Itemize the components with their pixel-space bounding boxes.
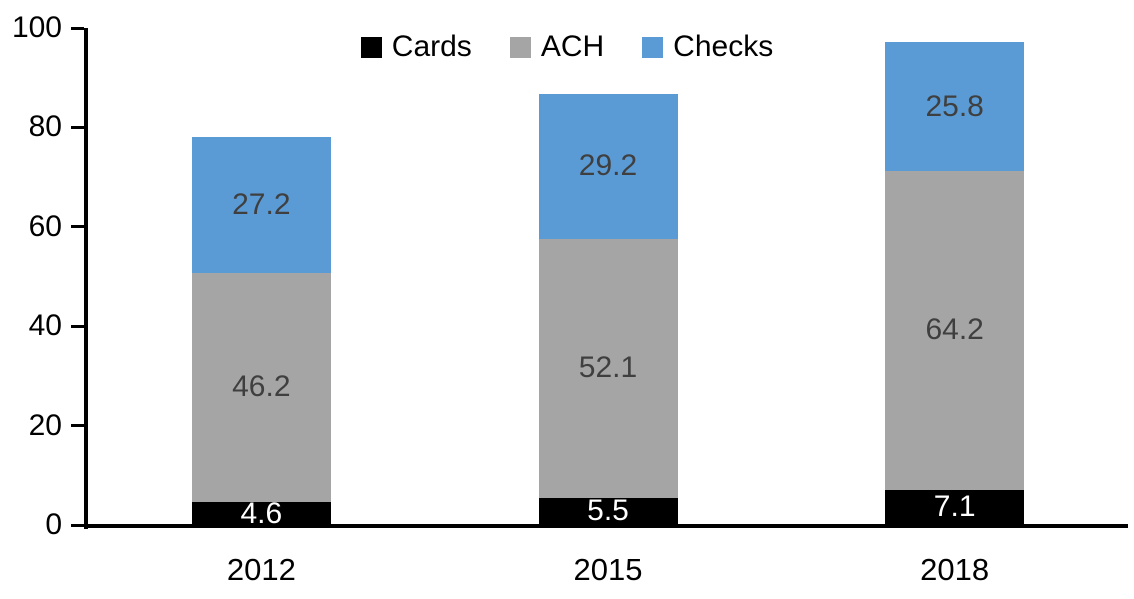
bar-value-label-checks-2018: 25.8 — [925, 89, 984, 123]
chart-legend: Cards ACH Checks — [0, 32, 1134, 62]
legend-label: ACH — [540, 30, 605, 63]
bar-segment-cards-2015 — [538, 497, 678, 525]
y-axis-line — [84, 28, 88, 529]
y-axis-tick — [71, 424, 84, 428]
bar-segment-checks-2018 — [885, 42, 1025, 171]
y-axis-tick-label: 40 — [28, 309, 62, 343]
bar-value-label-cards-2015: 5.5 — [587, 494, 629, 528]
legend-item-cards: Cards — [360, 30, 472, 63]
y-axis-tick — [71, 125, 84, 129]
bar-segment-checks-2015 — [538, 93, 678, 239]
legend-label: Cards — [391, 30, 472, 63]
bar-segment-checks-2012 — [191, 137, 331, 273]
legend-item-checks: Checks — [642, 32, 773, 62]
bar-segment-ach-2015 — [538, 238, 678, 498]
bar-segment-cards-2012 — [191, 502, 331, 525]
y-axis-tick-label: 100 — [11, 11, 62, 44]
y-axis-tick-label: 60 — [28, 209, 62, 243]
y-axis-tick — [71, 225, 84, 229]
bar-segment-ach-2012 — [191, 272, 331, 503]
legend-swatch-ach-icon — [509, 36, 531, 58]
y-axis-tick — [71, 324, 84, 328]
bar-value-label-ach-2012: 46.2 — [232, 370, 291, 404]
y-axis-tick-label: 0 — [45, 508, 62, 541]
bar-value-label-cards-2012: 4.6 — [240, 496, 283, 530]
bar-segment-ach-2018 — [885, 170, 1025, 490]
x-axis-category-label: 2018 — [920, 552, 990, 587]
bar-segment-cards-2018 — [885, 489, 1025, 525]
y-axis-tick-label: 80 — [28, 110, 62, 144]
bar-value-label-checks-2015: 29.2 — [578, 149, 638, 183]
x-axis-category-label: 2012 — [226, 552, 296, 587]
y-axis-tick — [71, 523, 84, 527]
x-axis-line — [84, 524, 1128, 528]
legend-label: Checks — [673, 30, 774, 63]
legend-swatch-cards-icon — [360, 36, 382, 58]
legend-item-ach: ACH — [509, 30, 605, 63]
bar-value-label-ach-2018: 64.2 — [925, 313, 984, 347]
legend-swatch-checks-icon — [642, 36, 664, 58]
y-axis-tick — [71, 26, 84, 30]
bar-value-label-ach-2015: 52.1 — [578, 351, 638, 385]
bar-value-label-cards-2018: 7.1 — [933, 490, 976, 524]
x-axis-category-label: 2015 — [573, 552, 643, 587]
bar-value-label-checks-2012: 27.2 — [232, 187, 291, 221]
y-axis-tick-label: 20 — [28, 408, 62, 442]
